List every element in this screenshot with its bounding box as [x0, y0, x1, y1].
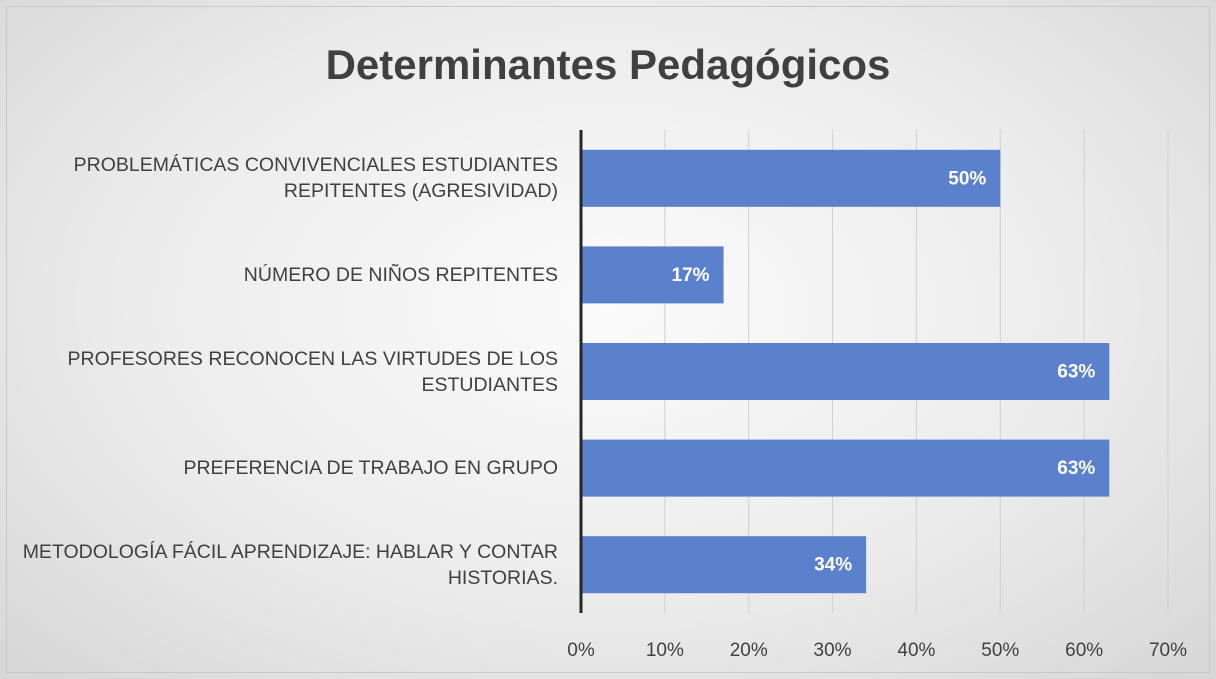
- data-label: 63%: [1057, 362, 1095, 383]
- x-tick-label: 30%: [814, 640, 852, 661]
- data-label: 50%: [948, 168, 986, 189]
- bar: [581, 246, 724, 304]
- x-tick-label: 40%: [897, 640, 935, 661]
- data-label: 34%: [814, 555, 852, 576]
- x-tick-label: 0%: [567, 640, 595, 661]
- y-tick-label: NÚMERO DE NIÑOS REPITENTES: [243, 263, 558, 286]
- x-tick-label: 10%: [646, 640, 684, 661]
- x-tick-label: 70%: [1149, 640, 1187, 661]
- y-tick-label: PROFESORES RECONOCEN LAS VIRTUDES DE LOS…: [67, 347, 559, 396]
- chart-title: Determinantes Pedagógicos: [326, 41, 891, 88]
- bar: [581, 536, 867, 594]
- y-tick-label: METODOLOGÍA FÁCIL APRENDIZAJE: HABLAR Y …: [22, 540, 558, 589]
- x-tick-label: 50%: [981, 640, 1019, 661]
- y-tick-label: PREFERENCIA DE TRABAJO EN GRUPO: [183, 457, 558, 480]
- x-tick-label: 60%: [1065, 640, 1103, 661]
- y-tick-label: PROBLEMÁTICAS CONVIVENCIALES ESTUDIANTES…: [73, 154, 558, 203]
- x-tick-label: 20%: [730, 640, 768, 661]
- bar: [581, 343, 1110, 400]
- data-label: 63%: [1057, 458, 1095, 479]
- data-label: 17%: [672, 265, 710, 286]
- chart-border: [6, 6, 1210, 673]
- bar: [581, 439, 1110, 497]
- bar: [581, 149, 1001, 207]
